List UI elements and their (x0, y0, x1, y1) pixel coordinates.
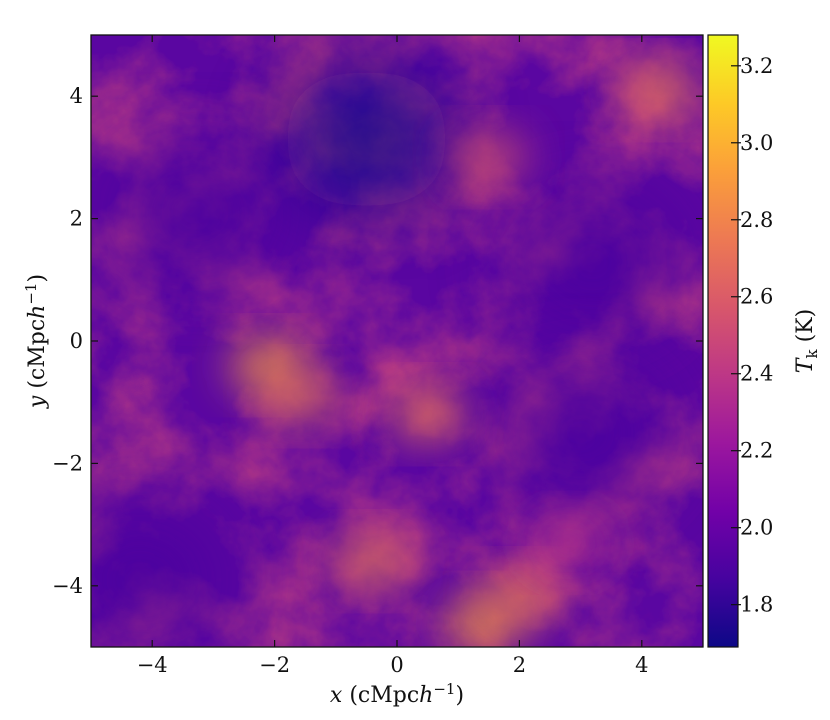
colorbar-tick-label: 2.2 (740, 439, 773, 463)
colorbar-tick-label: 2.4 (740, 362, 773, 386)
colorbar-tick-label: 2.8 (740, 208, 773, 232)
colorbar-tick-label: 1.8 (740, 593, 773, 617)
void-region (495, 362, 666, 503)
void-region (281, 69, 452, 210)
y-tick-label: 0 (70, 329, 83, 353)
void-region (91, 509, 225, 647)
low-temperature-regions (91, 69, 678, 647)
colorbar-tick-label: 2.0 (740, 516, 773, 540)
colorbar-tick-label: 2.6 (740, 285, 773, 309)
hot-region (530, 516, 607, 569)
x-tick-label: 0 (390, 653, 403, 677)
hot-region (622, 64, 699, 117)
y-tick-label: −2 (52, 451, 83, 475)
colorbar-label: Tk (K) (793, 309, 821, 373)
x-tick-label: −2 (259, 653, 290, 677)
x-axis-ticks: −4 −2 0 2 4 (137, 35, 648, 677)
x-tick-label: 2 (513, 653, 526, 677)
colorbar-tick-label: 3.2 (740, 54, 773, 78)
heatmap-plot-area (91, 35, 703, 647)
hot-region (450, 131, 527, 184)
high-temperature-regions (230, 64, 699, 647)
void-region (110, 142, 281, 283)
void-region (507, 191, 678, 332)
hot-region (481, 572, 558, 625)
x-tick-label: 4 (635, 653, 648, 677)
colorbar (707, 34, 739, 648)
y-axis-label: y (cMpch−1) (22, 274, 50, 409)
hot-region (334, 535, 411, 588)
y-tick-label: 2 (70, 207, 83, 231)
colorbar-tick-label: 3.0 (740, 131, 773, 155)
x-axis-label: x (cMpch−1) (330, 680, 464, 708)
hot-region (389, 388, 466, 441)
y-tick-label: 4 (70, 84, 83, 108)
hot-region (261, 370, 338, 423)
x-tick-label: −4 (137, 653, 168, 677)
y-axis-ticks: −4 −2 0 2 4 (52, 84, 703, 598)
y-tick-label: −4 (52, 574, 83, 598)
colorbar-ticks: 1.8 2.0 2.2 2.4 2.6 2.8 3.0 3.2 (731, 54, 773, 617)
